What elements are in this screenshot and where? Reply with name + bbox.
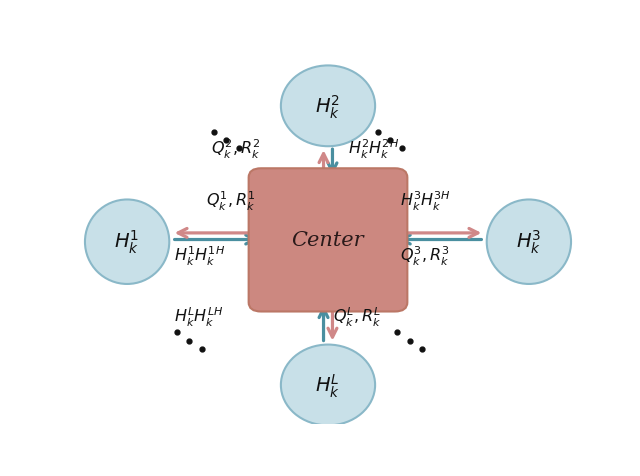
Ellipse shape	[281, 345, 375, 426]
FancyBboxPatch shape	[248, 169, 407, 312]
Text: $Q_k^L, R_k^L$: $Q_k^L, R_k^L$	[333, 306, 381, 329]
Text: $Q_k^3, R_k^3$: $Q_k^3, R_k^3$	[400, 245, 450, 268]
Text: $H_k^LH_k^{LH}$: $H_k^LH_k^{LH}$	[174, 306, 223, 329]
Text: $H_k^L$: $H_k^L$	[316, 371, 340, 399]
Text: $Q_k^2, R_k^2$: $Q_k^2, R_k^2$	[211, 138, 261, 160]
Text: $H_k^3H_k^{3H}$: $H_k^3H_k^{3H}$	[400, 189, 451, 212]
Ellipse shape	[85, 200, 169, 284]
Text: $H_k^1H_k^{1H}$: $H_k^1H_k^{1H}$	[174, 245, 225, 268]
Text: $H_k^2H_k^{2H}$: $H_k^2H_k^{2H}$	[348, 138, 399, 160]
Ellipse shape	[281, 66, 375, 147]
Text: $Q_k^1, R_k^1$: $Q_k^1, R_k^1$	[206, 189, 256, 212]
Text: $H_k^2$: $H_k^2$	[316, 93, 340, 120]
Text: Center: Center	[292, 231, 364, 250]
Ellipse shape	[486, 200, 571, 284]
Text: $H_k^3$: $H_k^3$	[516, 228, 541, 256]
Text: $H_k^1$: $H_k^1$	[115, 228, 140, 256]
